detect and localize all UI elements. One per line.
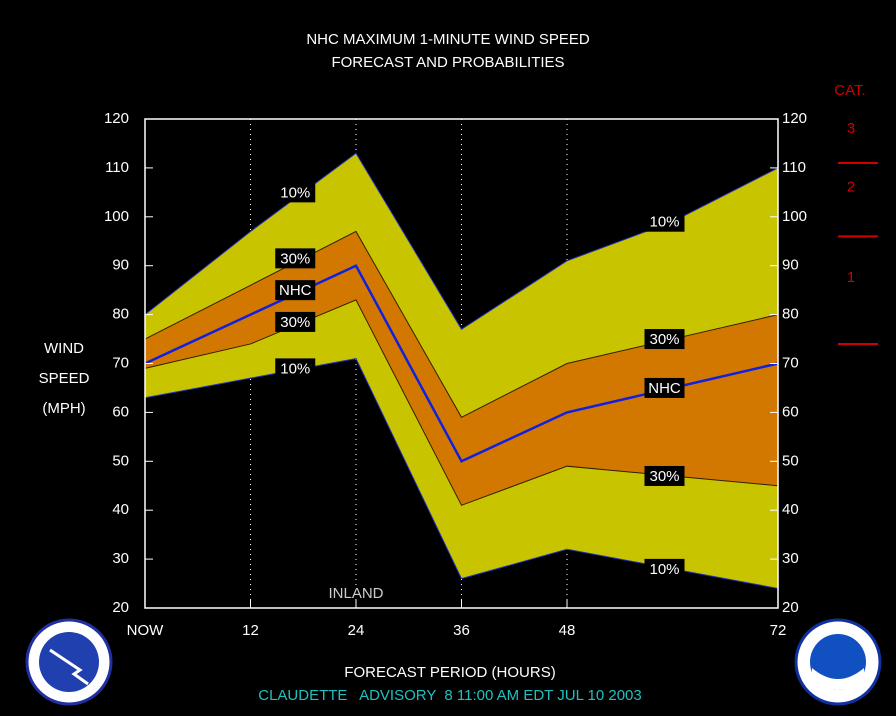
label-box — [644, 377, 685, 398]
y2-tick-label: 90 — [782, 257, 799, 274]
category-label: 1 — [847, 269, 855, 286]
y-tick-label: 50 — [112, 452, 129, 469]
x-axis-label: FORECAST PERIOD (HOURS) — [344, 664, 555, 681]
y-tick-label: 90 — [112, 257, 129, 274]
series-label: 10% — [644, 211, 685, 232]
x-tick-label: 72 — [770, 622, 787, 639]
label-text: NHC — [648, 380, 681, 397]
label-text: 30% — [280, 250, 310, 267]
series-label: 10% — [275, 182, 316, 203]
y2-tick-label: 20 — [782, 599, 799, 616]
series-label: 30% — [275, 248, 316, 269]
annotation: INLAND — [328, 585, 383, 602]
x-tick-label: NOW — [127, 622, 165, 639]
category-label: 2 — [847, 179, 855, 196]
label-text: 30% — [649, 468, 679, 485]
noaa-logo: ​ — [794, 618, 882, 706]
series-label: 30% — [644, 329, 685, 350]
y2-tick-label: 110 — [782, 159, 806, 176]
y2-tick-label: 30 — [782, 550, 799, 567]
y2-tick-label: 60 — [782, 403, 799, 420]
label-text: 10% — [649, 561, 679, 578]
chart-subtitle: FORECAST AND PROBABILITIES — [331, 54, 564, 71]
y-tick-label: 20 — [112, 599, 129, 616]
series-label: NHC — [644, 377, 685, 398]
series-label: 30% — [644, 465, 685, 486]
x-tick-label: 12 — [242, 622, 259, 639]
series-label: 30% — [275, 311, 316, 332]
series-label: 10% — [644, 558, 685, 579]
y-axis-label: SPEED — [39, 370, 90, 387]
x-tick-label: 48 — [559, 622, 576, 639]
category-label: 3 — [847, 120, 855, 137]
y-tick-label: 30 — [112, 550, 129, 567]
y-tick-label: 120 — [104, 110, 129, 127]
label-box — [644, 211, 685, 232]
y-tick-label: 70 — [112, 354, 129, 371]
y2-tick-label: 40 — [782, 501, 799, 518]
label-text: 30% — [649, 331, 679, 348]
y-tick-label: 60 — [112, 403, 129, 420]
y2-tick-label: 100 — [782, 208, 807, 225]
label-box — [275, 248, 316, 269]
label-text: NHC — [279, 282, 312, 299]
label-text: 30% — [280, 314, 310, 331]
label-box — [275, 358, 316, 379]
label-text: 10% — [280, 184, 310, 201]
label-text: 10% — [280, 360, 310, 377]
category-title: CAT. — [834, 82, 865, 99]
label-box — [644, 329, 685, 350]
series-label: NHC — [275, 280, 316, 301]
y-axis-label: WIND — [44, 340, 84, 357]
x-tick-label: 36 — [453, 622, 470, 639]
y-tick-label: 80 — [112, 306, 129, 323]
y-axis-label: (MPH) — [42, 400, 85, 417]
chart-title: NHC MAXIMUM 1-MINUTE WIND SPEED — [306, 31, 590, 48]
label-box — [275, 182, 316, 203]
footer: CLAUDETTE ADVISORY 8 11:00 AM EDT JUL 10… — [258, 687, 642, 704]
nws-logo — [25, 618, 113, 706]
label-box — [275, 311, 316, 332]
series-label: 10% — [275, 358, 316, 379]
label-box — [644, 558, 685, 579]
y2-tick-label: 70 — [782, 354, 799, 371]
label-text: 10% — [649, 214, 679, 231]
y2-tick-label: 50 — [782, 452, 799, 469]
y2-tick-label: 120 — [782, 110, 807, 127]
label-box — [644, 465, 685, 486]
y-tick-label: 110 — [105, 159, 129, 176]
y-tick-label: 100 — [104, 208, 129, 225]
y-tick-label: 40 — [112, 501, 129, 518]
y2-tick-label: 80 — [782, 306, 799, 323]
label-box — [275, 280, 316, 301]
x-tick-label: 24 — [348, 622, 365, 639]
